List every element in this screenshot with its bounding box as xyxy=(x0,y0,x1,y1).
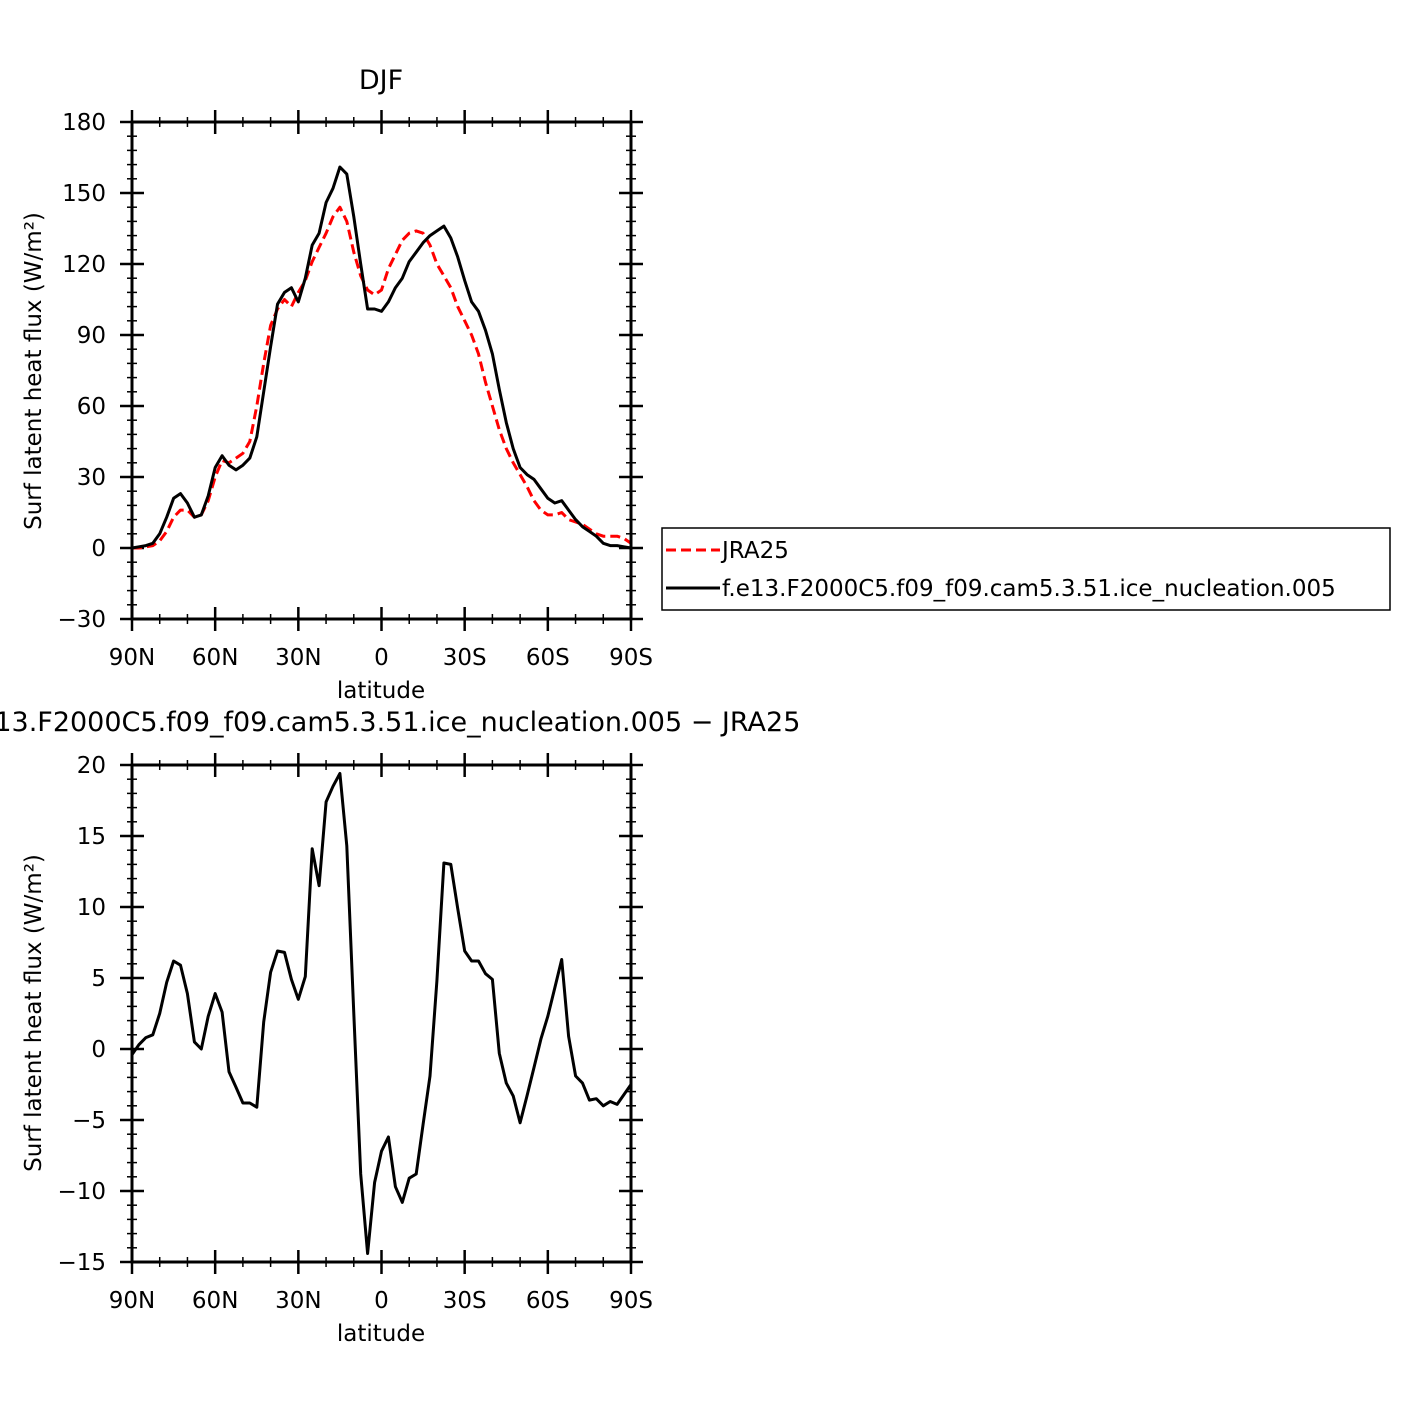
x-tick-label: 90S xyxy=(609,1288,653,1314)
bottom-panel-lines xyxy=(130,772,633,1255)
y-tick-label: −5 xyxy=(72,1108,106,1134)
y-tick-label: 10 xyxy=(77,895,106,921)
x-tick-label: 60N xyxy=(192,1288,238,1314)
y-tick-label: 60 xyxy=(77,394,106,420)
y-tick-label: 20 xyxy=(77,753,106,779)
top-panel-frame xyxy=(130,120,633,621)
x-tick-label: 60S xyxy=(526,645,570,671)
legend-label-model: f.e13.F2000C5.f09_f09.cam5.3.51.ice_nucl… xyxy=(722,576,1336,602)
legend-label-jra25: JRA25 xyxy=(720,538,789,564)
x-tick-label: 30S xyxy=(443,1288,487,1314)
y-tick-label: 15 xyxy=(77,824,106,850)
y-tick-label: −30 xyxy=(57,607,106,633)
top-panel-lines xyxy=(131,165,632,550)
y-tick-label: 0 xyxy=(91,536,106,562)
bottom-panel-y-axis-label: Surf latent heat flux (W/m²) xyxy=(21,854,47,1172)
x-tick-label: 90N xyxy=(109,645,155,671)
bottom-panel-frame xyxy=(130,763,633,1264)
y-tick-label: 150 xyxy=(62,181,106,207)
series-line-1 xyxy=(131,165,632,550)
y-tick-label: 180 xyxy=(62,110,106,136)
top-panel-y-axis-label: Surf latent heat flux (W/m²) xyxy=(21,212,47,530)
y-tick-label: −10 xyxy=(57,1179,106,1205)
x-tick-label: 30N xyxy=(275,645,321,671)
x-tick-label: 30N xyxy=(275,1288,321,1314)
y-tick-label: 90 xyxy=(77,323,106,349)
top-panel: DJF latitude Surf latent heat flux (W/m²… xyxy=(21,65,653,704)
legend: JRA25 f.e13.F2000C5.f09_f09.cam5.3.51.ic… xyxy=(661,527,1391,611)
x-tick-label: 60N xyxy=(192,645,238,671)
bottom-panel-axes: −15 −10 −5 0 5 10 15 20 90N 60N 30N 0 30S 60S 90S xyxy=(57,753,653,1314)
y-tick-label: −15 xyxy=(57,1250,106,1276)
y-tick-label: 30 xyxy=(77,465,106,491)
x-tick-label: 0 xyxy=(374,1288,389,1314)
y-tick-label: 120 xyxy=(62,252,106,278)
bottom-panel: f.e13.F2000C5.f09_f09.cam5.3.51.ice_nucl… xyxy=(0,707,800,1347)
y-tick-label: 0 xyxy=(91,1037,106,1063)
y-tick-label: 5 xyxy=(91,966,106,992)
top-panel-title: DJF xyxy=(359,65,403,96)
top-panel-axes: −30 0 30 60 90 120 150 180 90N 60N 30N 0 30S 60S 90S xyxy=(57,110,653,671)
top-panel-x-axis-label: latitude xyxy=(337,678,425,704)
x-tick-label: 90N xyxy=(109,1288,155,1314)
x-tick-label: 0 xyxy=(374,645,389,671)
x-tick-label: 60S xyxy=(526,1288,570,1314)
x-tick-label: 90S xyxy=(609,645,653,671)
series-line-0 xyxy=(132,205,632,550)
legend-box xyxy=(661,527,1391,611)
bottom-panel-title: f.e13.F2000C5.f09_f09.cam5.3.51.ice_nucl… xyxy=(0,707,800,738)
bottom-panel-x-axis-label: latitude xyxy=(337,1321,425,1347)
series-line-0 xyxy=(130,772,633,1255)
x-tick-label: 30S xyxy=(443,645,487,671)
